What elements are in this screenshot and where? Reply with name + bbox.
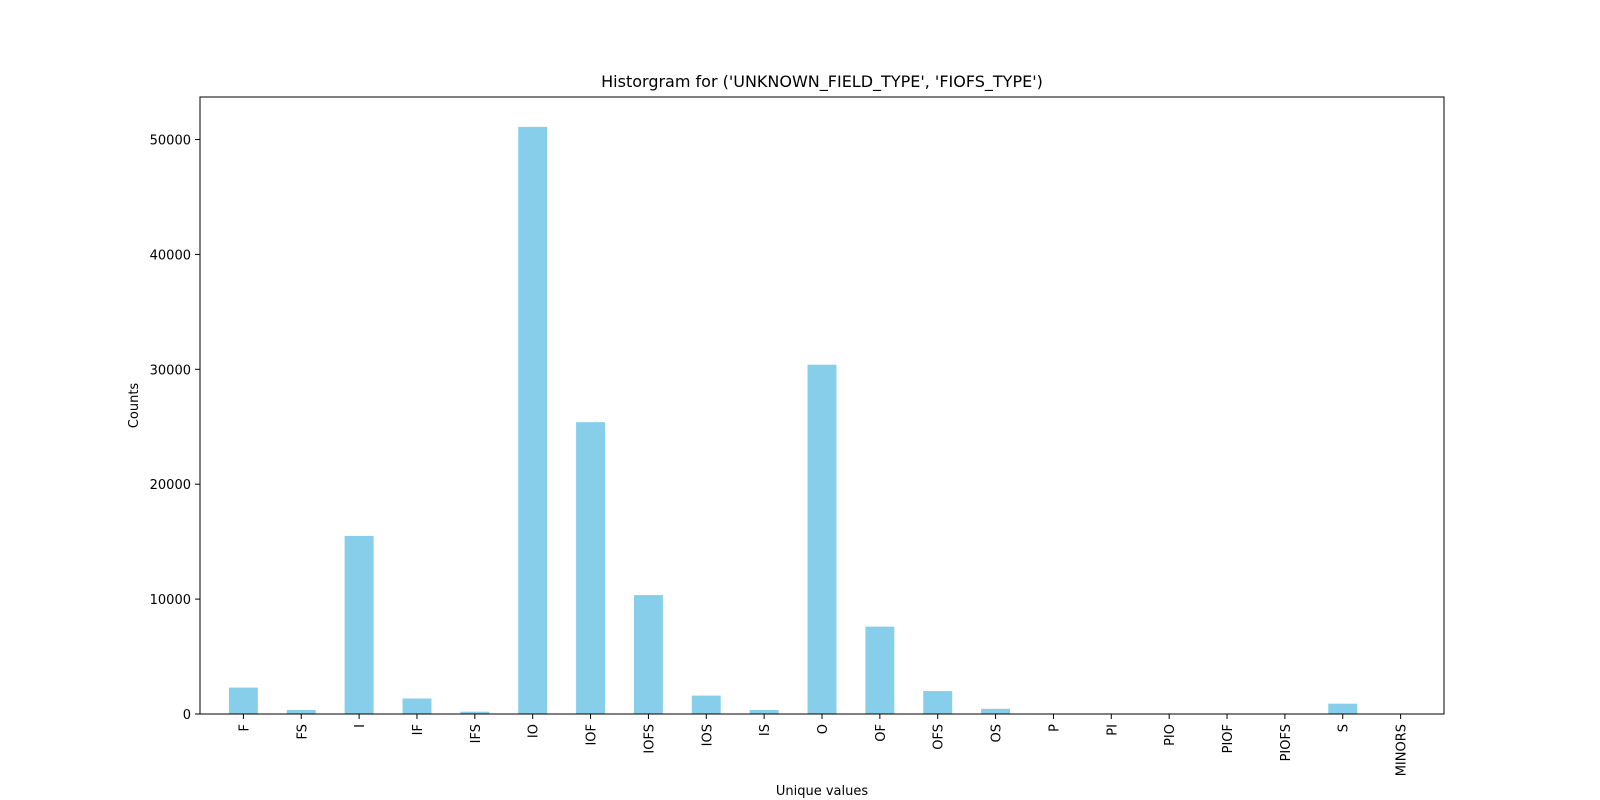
y-tick-label: 0 <box>183 708 191 723</box>
x-tick-label: IOFS <box>642 724 657 754</box>
bar-iof <box>576 422 606 714</box>
bar-s <box>1328 703 1358 714</box>
x-tick-label: PI <box>1105 724 1120 736</box>
x-tick-label: IS <box>758 724 773 736</box>
bar-ios <box>691 695 721 714</box>
plot-frame <box>199 96 1445 715</box>
y-tick-label: 50000 <box>150 134 191 149</box>
x-tick-label: OF <box>874 724 889 742</box>
bar-ifs <box>460 711 490 714</box>
bar-iofs <box>633 595 663 714</box>
x-tick-label: PIO <box>1163 724 1178 746</box>
x-axis-title: Unique values <box>776 784 868 799</box>
bar-is <box>749 709 779 714</box>
x-tick-label: IOF <box>585 724 600 746</box>
x-tick-label: PIOFS <box>1279 724 1294 761</box>
bar-i <box>344 535 374 714</box>
x-tick-label: OS <box>990 724 1005 742</box>
x-tick-label: S <box>1337 724 1352 732</box>
x-tick-label: O <box>816 724 831 734</box>
x-axis: F FS I IF IFS IO IOF IOFS IOS IS O OF OFS OS P PI PIO PIO… <box>237 714 1410 776</box>
y-axis-title: Counts <box>127 383 142 429</box>
y-tick-label: 10000 <box>150 593 191 608</box>
x-tick-label: IFS <box>469 724 484 743</box>
x-tick-label: FS <box>295 724 310 740</box>
x-tick-label: F <box>237 724 252 731</box>
x-tick-label: PIOF <box>1221 724 1236 753</box>
bars-layer <box>228 126 1358 715</box>
bar-fs <box>286 709 316 714</box>
bar-os <box>981 708 1011 714</box>
y-tick-label: 20000 <box>150 478 191 493</box>
bar-if <box>402 698 432 714</box>
y-tick-label: 40000 <box>150 248 191 263</box>
y-tick-label: 30000 <box>150 363 191 378</box>
y-axis: 0 10000 20000 30000 40000 50000 <box>150 134 200 723</box>
x-tick-label: I <box>353 724 368 728</box>
x-tick-label: OFS <box>932 724 947 750</box>
bar-o <box>807 364 837 714</box>
bar-f <box>228 687 258 714</box>
x-tick-label: IOS <box>700 724 715 746</box>
x-tick-label: IF <box>411 724 426 735</box>
x-tick-label: IO <box>527 724 542 738</box>
bar-of <box>865 626 895 714</box>
chart-title: Historgram for ('UNKNOWN_FIELD_TYPE', 'F… <box>601 72 1043 92</box>
bar-ofs <box>923 691 953 714</box>
x-tick-label: MINORS <box>1395 724 1410 776</box>
bar-io <box>518 126 548 715</box>
x-tick-label: P <box>1047 724 1062 732</box>
